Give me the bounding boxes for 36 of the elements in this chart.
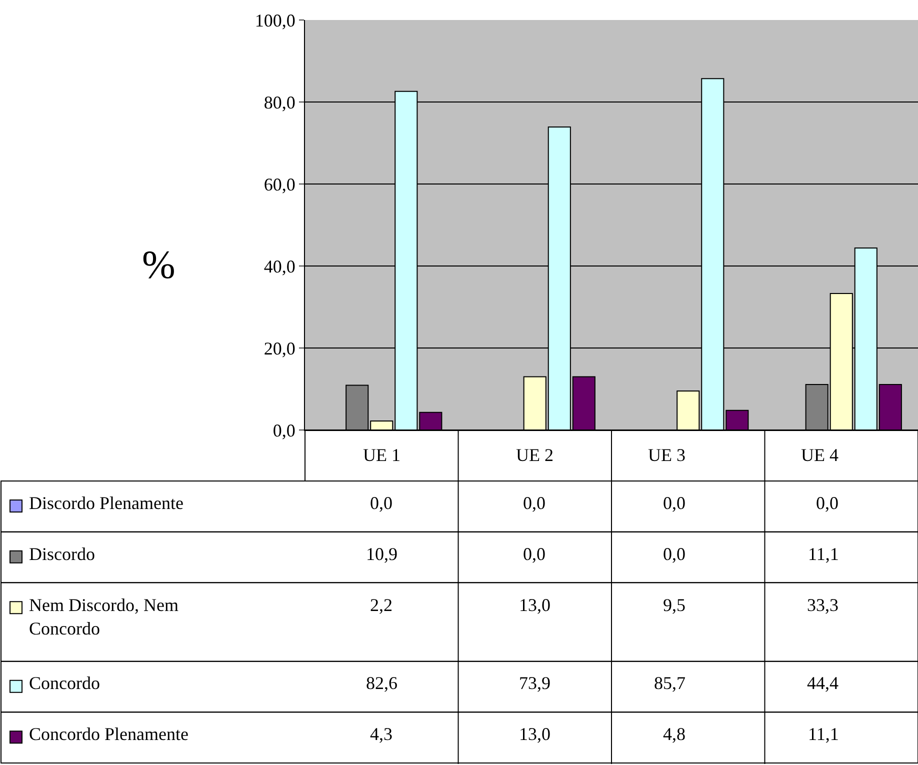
data-label: 13,0 [519, 595, 550, 615]
data-label: 9,5 [663, 595, 686, 615]
data-label: 11,1 [808, 724, 839, 744]
data-label: 0,0 [663, 544, 686, 564]
x-tick-label: UE 2 [516, 445, 554, 465]
x-tick-label: UE 3 [648, 445, 686, 465]
data-label: 0,0 [370, 493, 392, 513]
legend-label: Concordo Plenamente [29, 724, 188, 744]
x-tick-label: UE 1 [363, 445, 400, 465]
data-label: 2,2 [370, 595, 392, 615]
data-label: 0,0 [816, 493, 838, 513]
data-label: 4,3 [370, 724, 392, 744]
data-label: 44,4 [807, 673, 838, 693]
data-label: 4,8 [663, 724, 686, 744]
y-axis-title: % [142, 242, 176, 287]
y-tick-label: 20,0 [264, 338, 296, 358]
y-tick-label: 100,0 [254, 10, 296, 30]
data-label: 73,9 [519, 673, 550, 693]
legend-label: Discordo Plenamente [29, 493, 184, 513]
y-tick-label: 40,0 [264, 256, 296, 276]
y-tick-label: 60,0 [264, 174, 296, 194]
data-label: 0,0 [523, 493, 546, 513]
data-label: 11,1 [808, 544, 839, 564]
data-label: 85,7 [654, 673, 686, 693]
data-label: 0,0 [663, 493, 686, 513]
x-tick-label: UE 4 [801, 445, 838, 465]
data-label: 10,9 [366, 544, 398, 564]
legend-label: Nem Discordo, Nem Concordo [29, 595, 178, 638]
data-label: 82,6 [366, 673, 398, 693]
y-tick-label: 0,0 [272, 420, 296, 440]
data-label: 0,0 [523, 544, 546, 564]
y-tick-label: 80,0 [264, 92, 296, 112]
data-label: 33,3 [807, 595, 838, 615]
data-label: 13,0 [519, 724, 550, 744]
legend-label: Concordo [29, 673, 100, 693]
legend-label: Discordo [29, 544, 95, 564]
